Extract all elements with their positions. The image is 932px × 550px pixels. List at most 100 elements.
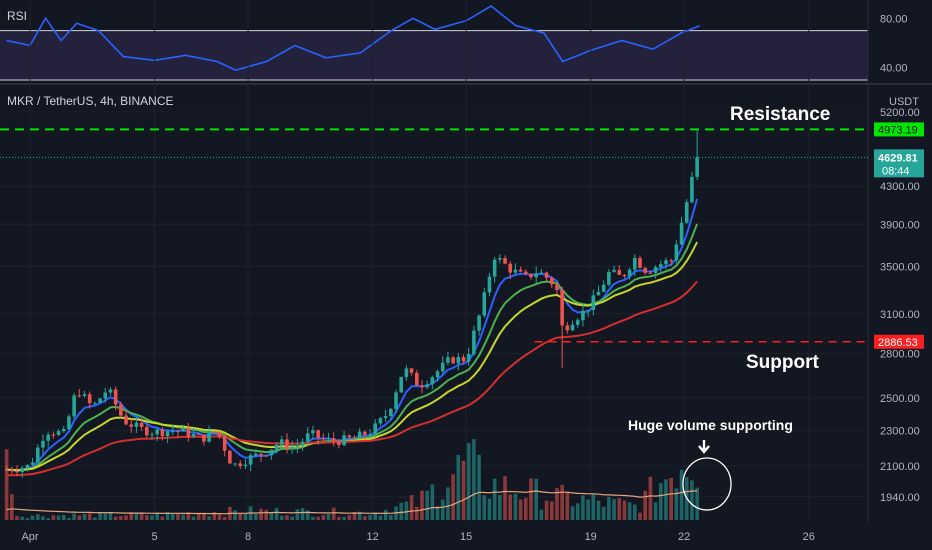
volume-bar [337,516,341,520]
volume-bar [222,516,227,520]
volume-bar [176,513,180,520]
volume-bar [331,507,336,520]
candle-body [202,434,206,442]
candle-body [607,271,611,285]
volume-bar [10,494,14,520]
volume-bar [103,513,108,520]
volume-bar [357,511,362,520]
currency-label[interactable]: USDT [889,96,919,108]
candle-body [56,431,61,435]
volume-bar [20,516,25,520]
candle-body [290,446,294,449]
volume-bar [389,515,393,520]
volume-bar [622,500,627,520]
candle-body [524,271,528,274]
volume-bar [212,512,217,520]
volume-bar [170,513,175,520]
candle-body [337,441,341,446]
candle-body [482,292,487,316]
volume-bar [446,487,450,520]
volume-bar [326,514,331,520]
volume-bar [119,516,123,520]
candle-body [368,434,372,436]
candle-body [684,202,689,223]
volume-bar [383,509,388,520]
candle-body [518,269,523,272]
candle-body [409,368,414,373]
volume-bar [191,516,196,520]
candle-body [326,438,331,440]
volume-bar [440,499,445,520]
symbol-title: MKR / TetherUS, 4h, BINANCE [7,94,174,108]
volume-bar [264,509,269,520]
volume-bar [617,498,622,520]
support-price-text: 2886.53 [878,337,918,349]
volume-bar [30,515,35,520]
candle-body [674,244,679,261]
volume-bar [414,506,419,520]
volume-bar [25,518,30,520]
volume-bar [399,502,404,520]
date-tick-label: 12 [367,531,379,543]
candle-body [425,384,429,388]
volume-bar [409,495,414,520]
volume-bar [565,491,570,520]
volume-bar [129,512,134,520]
volume-bar [285,515,289,520]
volume-bar [596,500,601,520]
volume-bar [342,516,346,520]
candle-body [617,269,622,275]
volume-bar [508,494,513,520]
candle-body [586,310,590,312]
volume-annotation: Huge volume supporting [628,417,793,433]
candle-body [575,320,580,325]
candle-body [67,416,71,430]
volume-bar [404,501,409,520]
candle-body [420,385,424,388]
volume-bar [35,514,40,520]
volume-bar [524,497,528,520]
rsi-tick-label: 40.00 [880,63,908,75]
volume-bar [607,496,611,520]
volume-bar [139,512,144,520]
candle-body [695,157,699,177]
price-tick-label: 4300.00 [880,181,920,193]
support-price-badge: 2886.53 [874,334,924,349]
candle-body [35,447,40,463]
candle-body [451,357,455,364]
candle-body [82,394,87,396]
volume-bar [492,478,497,520]
volume-bar [627,502,632,520]
volume-bar [534,478,538,520]
volume-bar [461,460,466,520]
candle-body [394,392,398,409]
volume-bar [150,515,154,520]
rsi-tick-label: 80.00 [880,13,908,25]
candle-body [461,357,466,362]
volume-bar [363,516,367,520]
candle-body [601,284,606,292]
volume-bar [51,515,56,520]
candle-body [487,276,492,293]
volume-bar [41,516,45,520]
candle-body [279,439,284,445]
volume-bar [555,487,559,520]
candle-body [254,453,258,456]
rsi-label: RSI [7,9,27,23]
candle-body [544,272,549,278]
volume-bar [98,512,102,520]
price-tick-label: 1940.00 [880,492,920,504]
volume-bar [560,484,564,520]
candle-body [648,272,653,274]
volume-bar [648,476,653,520]
candle-body [145,426,149,436]
volume-bar [300,508,305,520]
volume-bar [674,488,679,520]
candle-body [503,258,507,264]
candle-body [285,439,289,449]
volume-bar [612,498,616,520]
volume-bar [67,517,71,520]
volume-bar [664,479,668,520]
volume-bar [378,515,383,520]
